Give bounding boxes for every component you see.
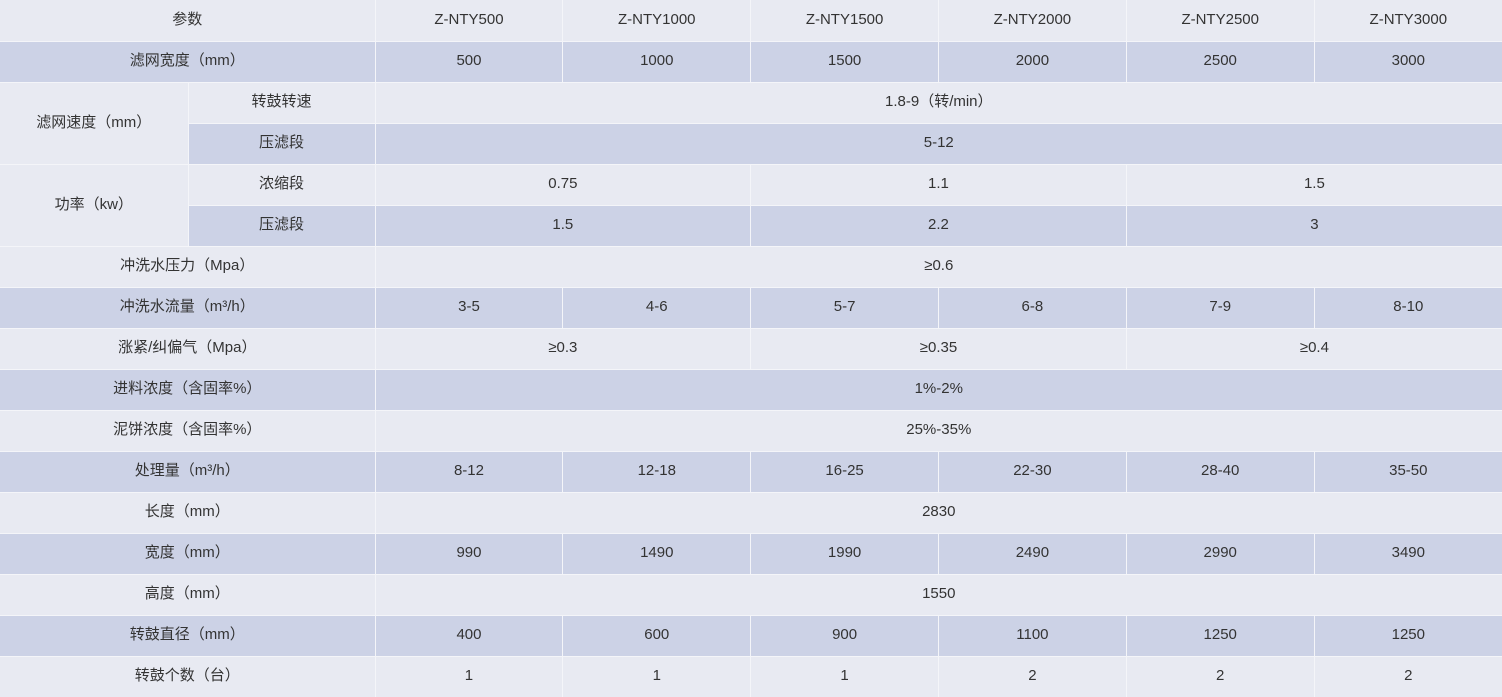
cell-width-4: 2490 bbox=[938, 533, 1127, 575]
cell-throughput-5: 28-40 bbox=[1126, 451, 1315, 493]
cell-drum-count-3: 1 bbox=[750, 656, 939, 697]
sub-label-power-thicken: 浓缩段 bbox=[188, 164, 376, 206]
group-label-screen-speed: 滤网速度（mm） bbox=[0, 82, 189, 165]
cell-width-2: 1490 bbox=[562, 533, 752, 575]
cell-screen-width-2: 1000 bbox=[562, 41, 752, 83]
row-label-wash-pressure: 冲洗水压力（Mpa） bbox=[0, 246, 376, 288]
cell-wash-flow-2: 4-6 bbox=[562, 287, 752, 329]
row-label-width: 宽度（mm） bbox=[0, 533, 376, 575]
cell-wash-flow-6: 8-10 bbox=[1314, 287, 1502, 329]
table-row-feed-concentration: 进料浓度（含固率%） 1%-2% bbox=[0, 369, 1502, 411]
cell-power-thicken-3: 1.5 bbox=[1126, 164, 1502, 206]
cell-drum-diameter-6: 1250 bbox=[1314, 615, 1502, 657]
sub-label-screen-speed-press: 压滤段 bbox=[188, 123, 376, 165]
cell-drum-diameter-1: 400 bbox=[375, 615, 564, 657]
table-row-drum-diameter: 转鼓直径（mm） 400 600 900 1100 1250 1250 bbox=[0, 615, 1502, 657]
cell-drum-count-1: 1 bbox=[375, 656, 564, 697]
cell-wash-flow-5: 7-9 bbox=[1126, 287, 1315, 329]
row-label-drum-count: 转鼓个数（台） bbox=[0, 656, 376, 697]
cell-screen-width-6: 3000 bbox=[1314, 41, 1502, 83]
cell-power-press-2: 2.2 bbox=[750, 205, 1127, 247]
cell-tension-air-1: ≥0.3 bbox=[375, 328, 752, 370]
table-header-row: 参数 Z-NTY500 Z-NTY1000 Z-NTY1500 Z-NTY200… bbox=[0, 0, 1502, 42]
row-label-feed-concentration: 进料浓度（含固率%） bbox=[0, 369, 376, 411]
header-model-4: Z-NTY2000 bbox=[938, 0, 1127, 42]
row-label-drum-diameter: 转鼓直径（mm） bbox=[0, 615, 376, 657]
cell-length-value: 2830 bbox=[375, 492, 1502, 534]
cell-width-5: 2990 bbox=[1126, 533, 1315, 575]
header-model-2: Z-NTY1000 bbox=[562, 0, 752, 42]
cell-drum-count-5: 2 bbox=[1126, 656, 1315, 697]
cell-power-thicken-1: 0.75 bbox=[375, 164, 752, 206]
cell-drum-diameter-5: 1250 bbox=[1126, 615, 1315, 657]
group-label-power: 功率（kw） bbox=[0, 164, 189, 247]
table-row-power-thicken: 功率（kw） 浓缩段 0.75 1.1 1.5 bbox=[0, 164, 1502, 247]
cell-power-thicken-2: 1.1 bbox=[750, 164, 1127, 206]
cell-wash-flow-1: 3-5 bbox=[375, 287, 564, 329]
row-label-screen-width: 滤网宽度（mm） bbox=[0, 41, 376, 83]
cell-drum-diameter-4: 1100 bbox=[938, 615, 1127, 657]
cell-power-press-3: 3 bbox=[1126, 205, 1502, 247]
table-row-tension-air: 涨紧/纠偏气（Mpa） ≥0.3 ≥0.35 ≥0.4 bbox=[0, 328, 1502, 370]
cell-screen-width-3: 1500 bbox=[750, 41, 939, 83]
row-label-length: 长度（mm） bbox=[0, 492, 376, 534]
header-model-5: Z-NTY2500 bbox=[1126, 0, 1315, 42]
header-model-6: Z-NTY3000 bbox=[1314, 0, 1502, 42]
row-label-throughput: 处理量（m³/h） bbox=[0, 451, 376, 493]
cell-throughput-3: 16-25 bbox=[750, 451, 939, 493]
cell-drum-count-4: 2 bbox=[938, 656, 1127, 697]
row-label-tension-air: 涨紧/纠偏气（Mpa） bbox=[0, 328, 376, 370]
cell-wash-flow-4: 6-8 bbox=[938, 287, 1127, 329]
table-row-throughput: 处理量（m³/h） 8-12 12-18 16-25 22-30 28-40 3… bbox=[0, 451, 1502, 493]
cell-screen-width-4: 2000 bbox=[938, 41, 1127, 83]
cell-drum-speed-value: 1.8-9（转/min） bbox=[375, 82, 1502, 124]
cell-throughput-2: 12-18 bbox=[562, 451, 752, 493]
cell-cake-concentration-value: 25%-35% bbox=[375, 410, 1502, 452]
cell-wash-flow-3: 5-7 bbox=[750, 287, 939, 329]
row-label-cake-concentration: 泥饼浓度（含固率%） bbox=[0, 410, 376, 452]
table-row-power-press: 压滤段 1.5 2.2 3 bbox=[0, 205, 1502, 247]
table-row-cake-concentration: 泥饼浓度（含固率%） 25%-35% bbox=[0, 410, 1502, 452]
header-model-3: Z-NTY1500 bbox=[750, 0, 939, 42]
table-row-width: 宽度（mm） 990 1490 1990 2490 2990 3490 bbox=[0, 533, 1502, 575]
cell-drum-diameter-3: 900 bbox=[750, 615, 939, 657]
cell-screen-width-1: 500 bbox=[375, 41, 564, 83]
cell-wash-pressure-value: ≥0.6 bbox=[375, 246, 1502, 288]
cell-throughput-4: 22-30 bbox=[938, 451, 1127, 493]
sub-label-drum-speed: 转鼓转速 bbox=[188, 82, 376, 124]
cell-power-press-1: 1.5 bbox=[375, 205, 752, 247]
table-row-drum-count: 转鼓个数（台） 1 1 1 2 2 2 bbox=[0, 656, 1502, 697]
cell-tension-air-3: ≥0.4 bbox=[1126, 328, 1502, 370]
cell-drum-count-2: 1 bbox=[562, 656, 752, 697]
cell-width-3: 1990 bbox=[750, 533, 939, 575]
header-model-1: Z-NTY500 bbox=[375, 0, 564, 42]
header-parameter-label: 参数 bbox=[0, 0, 376, 42]
table-row-screen-speed-press: 压滤段 5-12 bbox=[0, 123, 1502, 165]
cell-width-1: 990 bbox=[375, 533, 564, 575]
cell-drum-diameter-2: 600 bbox=[562, 615, 752, 657]
cell-drum-count-6: 2 bbox=[1314, 656, 1502, 697]
cell-feed-concentration-value: 1%-2% bbox=[375, 369, 1502, 411]
cell-screen-width-5: 2500 bbox=[1126, 41, 1315, 83]
cell-width-6: 3490 bbox=[1314, 533, 1502, 575]
cell-height-value: 1550 bbox=[375, 574, 1502, 616]
cell-tension-air-2: ≥0.35 bbox=[750, 328, 1127, 370]
sub-label-power-press: 压滤段 bbox=[188, 205, 376, 247]
table-row-screen-width: 滤网宽度（mm） 500 1000 1500 2000 2500 3000 bbox=[0, 41, 1502, 83]
table-row-wash-pressure: 冲洗水压力（Mpa） ≥0.6 bbox=[0, 246, 1502, 288]
table-row-drum-speed: 滤网速度（mm） 转鼓转速 1.8-9（转/min） bbox=[0, 82, 1502, 165]
table-row-height: 高度（mm） 1550 bbox=[0, 574, 1502, 616]
table-row-length: 长度（mm） 2830 bbox=[0, 492, 1502, 534]
cell-throughput-6: 35-50 bbox=[1314, 451, 1502, 493]
row-label-wash-flow: 冲洗水流量（m³/h） bbox=[0, 287, 376, 329]
cell-screen-speed-press-value: 5-12 bbox=[375, 123, 1502, 165]
row-label-height: 高度（mm） bbox=[0, 574, 376, 616]
cell-throughput-1: 8-12 bbox=[375, 451, 564, 493]
table-row-wash-flow: 冲洗水流量（m³/h） 3-5 4-6 5-7 6-8 7-9 8-10 bbox=[0, 287, 1502, 329]
